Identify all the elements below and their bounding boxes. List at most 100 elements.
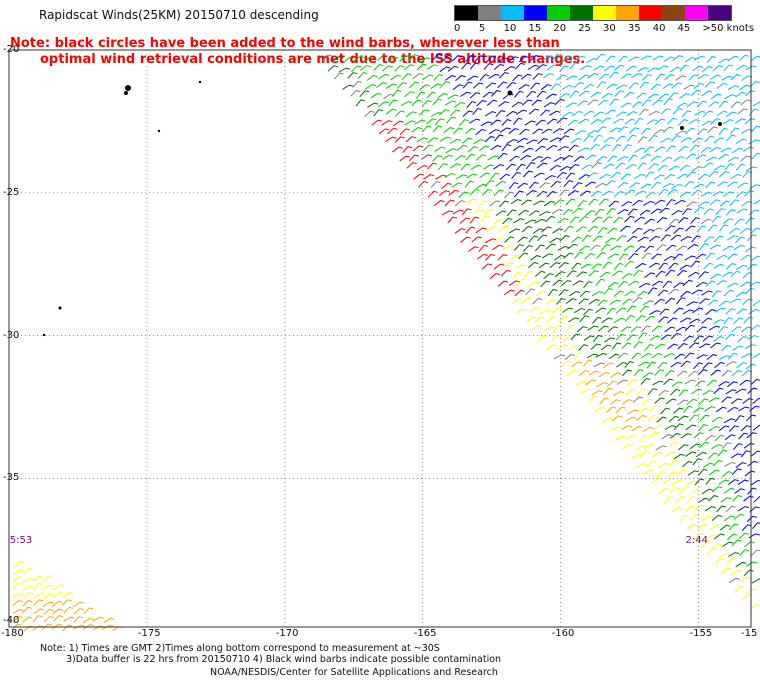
wind-barb: [579, 315, 590, 323]
wind-barb: [750, 549, 760, 557]
wind-barb: [73, 608, 85, 615]
wind-barb: [643, 146, 655, 153]
wind-barb: [737, 108, 748, 115]
wind-barb: [535, 290, 547, 297]
latitude-label: -35: [3, 472, 20, 484]
wind-barb: [643, 469, 655, 475]
wind-barb: [727, 479, 739, 485]
wind-barb: [649, 431, 659, 439]
wind-barb: [485, 82, 497, 89]
wind-barb: [643, 200, 655, 206]
wind-barb: [721, 344, 732, 352]
wind-barb: [720, 147, 732, 153]
wind-barb: [596, 251, 607, 259]
wind-barb: [613, 118, 625, 124]
legend-label: 25: [578, 23, 591, 34]
wind-barb: [689, 144, 700, 152]
wind-barb: [715, 406, 727, 413]
wind-barb: [13, 560, 25, 567]
wind-barb: [581, 164, 593, 170]
wind-barb: [539, 182, 550, 189]
wind-barb: [616, 361, 628, 368]
wind-barb: [743, 569, 754, 577]
wind-barb: [442, 54, 453, 62]
wind-barb: [478, 200, 489, 208]
wind-barb: [750, 378, 760, 386]
wind-barb: [470, 164, 482, 170]
wind-barb: [542, 72, 554, 79]
wind-barb: [609, 127, 621, 133]
wind-barb: [590, 119, 602, 125]
wind-barb: [718, 326, 728, 334]
wind-barb: [651, 280, 664, 287]
longitude-label: -180: [1, 628, 24, 639]
wind-barb: [685, 225, 696, 232]
wind-barb: [587, 73, 599, 79]
wind-barb: [683, 84, 695, 90]
wind-barb: [662, 126, 674, 133]
wind-barb: [524, 219, 537, 225]
wind-barb: [595, 278, 606, 286]
wind-barb: [668, 459, 679, 467]
wind-barb: [592, 316, 602, 324]
wind-barb: [478, 145, 490, 152]
wind-barb: [527, 261, 539, 269]
wind-barb: [489, 273, 501, 280]
wind-barb: [705, 534, 717, 540]
wind-barb: [749, 506, 760, 513]
wind-barb: [469, 92, 481, 99]
wind-barb: [606, 307, 617, 315]
wind-barb: [562, 209, 573, 216]
wind-barb: [595, 307, 607, 314]
wind-barb: [545, 215, 556, 223]
wind-barb: [725, 558, 736, 565]
wind-barb: [486, 99, 498, 106]
wind-barb: [585, 154, 597, 161]
wind-barb: [679, 264, 691, 271]
wind-barb: [724, 94, 736, 100]
wind-barb: [698, 424, 708, 432]
wind-barb: [72, 601, 84, 608]
wind-barb: [633, 341, 643, 349]
wind-barb: [509, 155, 520, 162]
wind-barb: [508, 128, 520, 135]
wind-barb: [699, 298, 710, 305]
wind-barb: [545, 243, 556, 250]
wind-barb: [605, 406, 617, 413]
wind-barb: [725, 308, 736, 315]
wind-barb: [726, 134, 736, 142]
wind-barb: [402, 146, 413, 153]
wind-barb: [720, 567, 732, 574]
wind-barb: [661, 434, 673, 440]
wind-barb: [596, 156, 607, 163]
wind-barb: [665, 244, 677, 251]
wind-barb: [745, 65, 757, 71]
wind-barb: [723, 317, 733, 325]
wind-barb: [631, 101, 643, 108]
wind-barb: [532, 297, 543, 305]
wind-barb: [698, 441, 710, 449]
legend-swatch: [478, 6, 501, 20]
wind-barb: [693, 206, 705, 214]
wind-barb: [646, 460, 657, 468]
wind-barb: [459, 217, 471, 224]
wind-barb: [731, 468, 742, 476]
wind-barb: [673, 282, 685, 289]
wind-barb: [567, 369, 578, 376]
wind-barb: [596, 126, 607, 133]
wind-barb: [727, 85, 740, 91]
wind-speed-legend: 0 5 10 15 20 25 30 35 40 45 >50 knots: [454, 5, 754, 35]
wind-barb: [719, 355, 731, 360]
legend-swatch: [662, 6, 685, 20]
wind-barb: [703, 236, 715, 243]
wind-barb: [680, 360, 691, 368]
wind-barb: [570, 333, 581, 341]
wind-barb: [82, 617, 94, 624]
wind-barb: [639, 434, 650, 442]
wind-barb: [415, 91, 426, 99]
wind-barb: [443, 127, 455, 133]
wind-barb: [725, 389, 737, 395]
wind-barb: [653, 424, 664, 431]
wind-barb: [704, 135, 715, 143]
